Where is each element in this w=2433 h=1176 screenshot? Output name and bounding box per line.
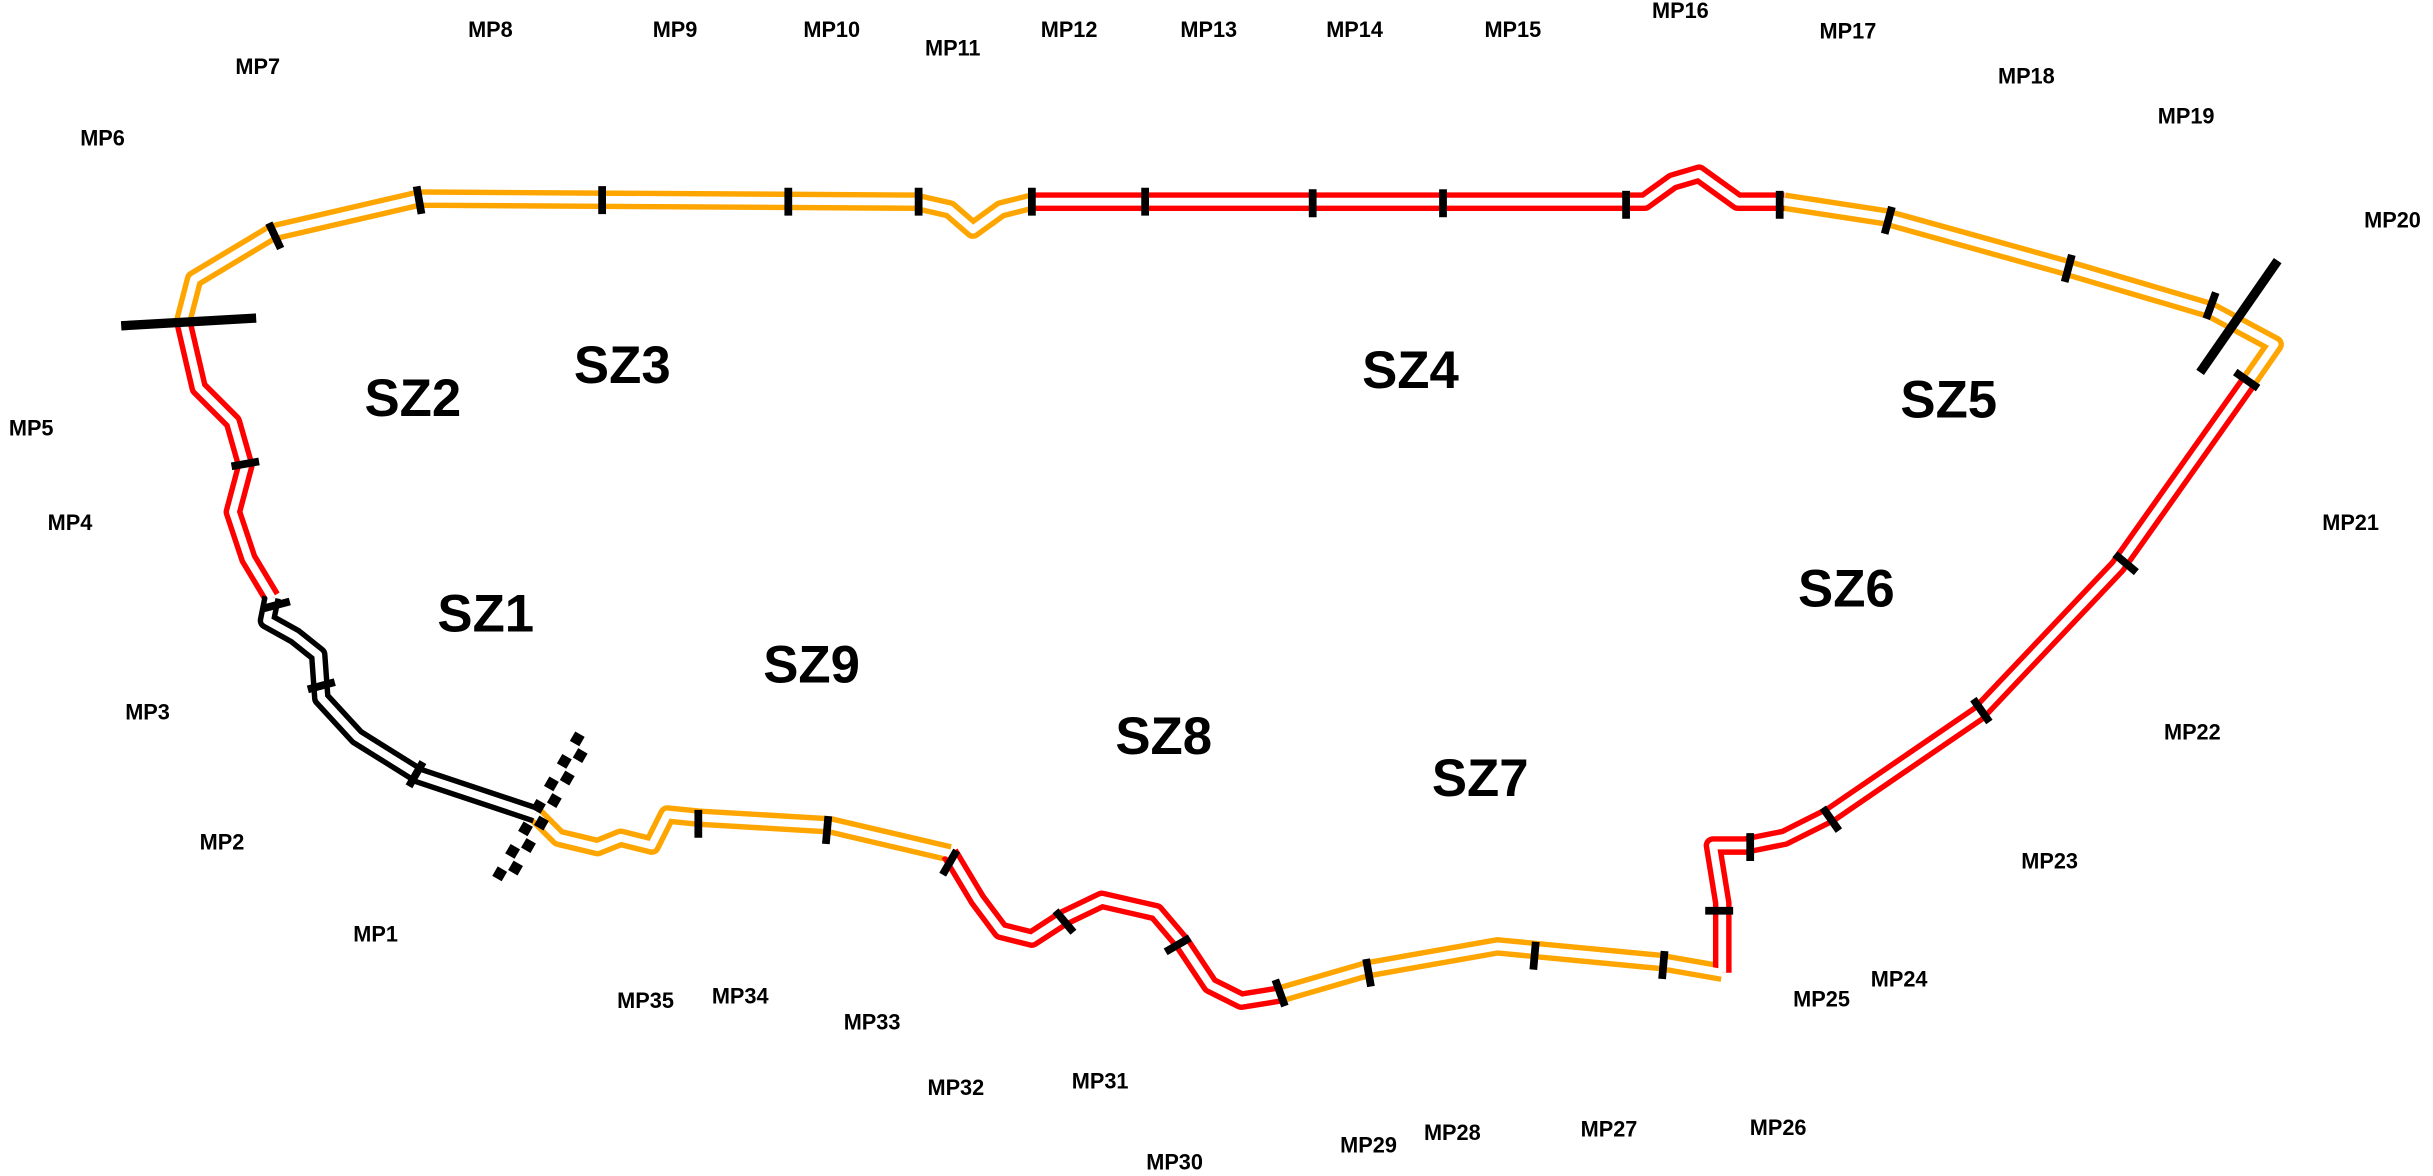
sector-tick <box>1529 941 1540 970</box>
track-inner <box>946 851 1281 1005</box>
marker-label: MP12 <box>1041 17 1098 42</box>
timing-line <box>120 313 257 331</box>
flag-square <box>531 798 546 814</box>
finish-line <box>492 731 588 882</box>
sector-tick <box>230 457 260 471</box>
flag-square <box>508 860 523 876</box>
marker-label: MP34 <box>712 983 769 1008</box>
track-edge <box>1703 374 2258 973</box>
zone-label: SZ6 <box>1798 560 1895 619</box>
track-inner <box>1783 197 2279 383</box>
marker-label: MP32 <box>927 1075 984 1100</box>
zone-label: SZ2 <box>364 369 461 428</box>
marker-label: MP35 <box>617 988 674 1013</box>
sector-tick <box>265 221 285 251</box>
flag-square <box>556 753 572 769</box>
marker-label: MP31 <box>1072 1069 1129 1094</box>
track <box>174 164 2284 1010</box>
marker-label: MP24 <box>1871 966 1928 991</box>
zone-label: SZ7 <box>1432 749 1529 808</box>
track-inner <box>1709 377 2253 973</box>
sector-tick <box>261 597 291 613</box>
sector-tick <box>2112 551 2139 576</box>
marker-label: MP23 <box>2021 848 2078 873</box>
marker-label: MP28 <box>1424 1120 1481 1145</box>
sector-tick <box>1819 805 1843 833</box>
marker-label: MP26 <box>1750 1115 1807 1140</box>
timing-line <box>2196 257 2282 376</box>
sector-tick <box>1052 908 1077 935</box>
sector-tick <box>1880 205 1896 235</box>
sector-tick <box>2060 253 2076 283</box>
labels: MP1 MP2 MP3 MP4 MP5 MP6 MP7 MP8 MP9 MP10 MP11 MP12 M… <box>9 0 2421 1174</box>
track-edge <box>174 189 1035 324</box>
marker-label: MP29 <box>1340 1132 1397 1157</box>
sector-tick <box>1658 950 1669 980</box>
marker-label: MP7 <box>235 54 280 79</box>
zone-label: SZ1 <box>437 584 534 643</box>
sector-tick <box>1163 934 1192 956</box>
marker-label: MP33 <box>844 1010 901 1035</box>
sector-tick <box>1271 978 1289 1008</box>
marker-label: MP21 <box>2322 510 2379 535</box>
sector-tick <box>306 678 336 694</box>
marker-label: MP25 <box>1793 986 1850 1011</box>
marker-label: MP20 <box>2364 208 2421 233</box>
track-inner <box>263 596 537 819</box>
marker-label: MP10 <box>803 17 860 42</box>
marker-label: MP14 <box>1326 17 1383 42</box>
sector-tick <box>2233 368 2261 392</box>
zone-label: SZ3 <box>574 336 671 395</box>
marker-label: MP6 <box>80 125 125 150</box>
marker-label: MP17 <box>1820 18 1877 43</box>
marker-label: MP4 <box>48 510 93 535</box>
marker-label: MP3 <box>125 699 170 724</box>
flag-square <box>518 821 533 837</box>
marker-label: MP8 <box>468 17 513 42</box>
marker-label: MP13 <box>1180 17 1237 42</box>
marker-label: MP1 <box>353 921 398 946</box>
flag-square <box>559 770 575 786</box>
sector-tick <box>939 848 960 877</box>
sector-ticks <box>230 185 2261 1008</box>
marker-label: MP30 <box>1146 1149 1203 1174</box>
track-edge <box>1782 192 2284 386</box>
flag-square <box>505 843 521 859</box>
marker-label: MP15 <box>1484 17 1541 42</box>
track-inner <box>1031 169 1785 206</box>
marker-label: MP9 <box>653 17 698 42</box>
marker-label: MP19 <box>2158 104 2215 129</box>
flag-square <box>543 776 559 792</box>
sector-tick <box>405 760 427 789</box>
zone-label: SZ9 <box>763 636 860 695</box>
flag-square <box>569 731 585 747</box>
zone-label: SZ5 <box>1900 370 1997 429</box>
marker-label: MP11 <box>925 35 981 60</box>
marker-label: MP16 <box>1652 0 1709 23</box>
sector-tick <box>822 815 833 845</box>
flag-square <box>546 793 562 808</box>
track-inner <box>1279 942 1723 999</box>
marker-label: MP5 <box>9 415 54 440</box>
flag-square <box>533 815 549 831</box>
marker-label: MP2 <box>200 830 245 855</box>
flag-square <box>492 866 508 882</box>
zone-label: SZ8 <box>1115 707 1212 766</box>
zone-label: SZ4 <box>1362 341 1459 400</box>
sector-tick <box>1362 958 1375 988</box>
flag-square <box>572 748 588 763</box>
flag-square <box>521 838 536 853</box>
sector-tick <box>2202 291 2220 321</box>
track-inner <box>532 810 951 858</box>
marker-label: MP18 <box>1998 63 2055 88</box>
marker-label: MP27 <box>1581 1117 1638 1142</box>
sector-tick <box>1970 696 1993 725</box>
track-edge <box>1277 937 1724 1004</box>
sector-tick <box>412 185 426 215</box>
marker-label: MP22 <box>2164 720 2221 745</box>
